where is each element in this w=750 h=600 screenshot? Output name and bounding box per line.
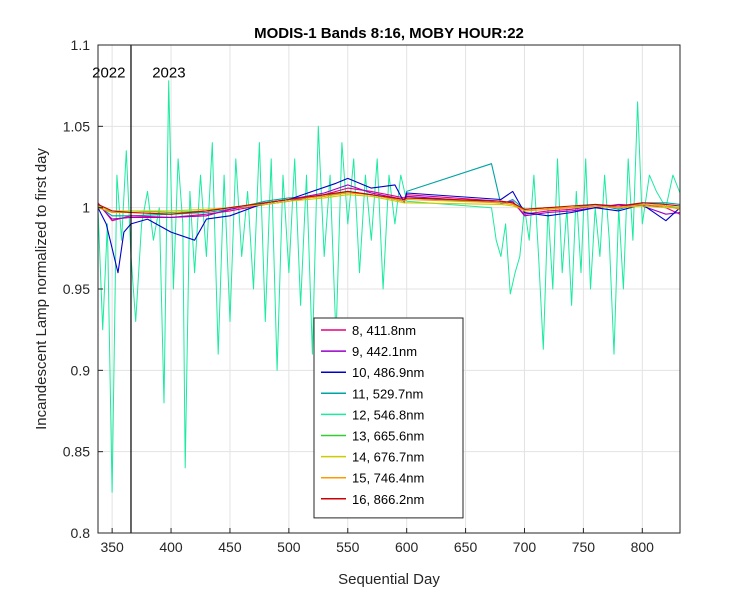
series-line-0 [97,187,681,222]
chart-title: MODIS-1 Bands 8:16, MOBY HOUR:22 [254,25,524,42]
legend-label: 12, 546.8nm [352,407,424,422]
x-tick-label: 450 [218,539,242,555]
legend-label: 9, 442.1nm [352,344,417,359]
x-tick-label: 400 [159,539,183,555]
series-line-4 [97,80,681,493]
x-tick-label: 700 [513,539,537,555]
x-tick-label: 350 [100,539,124,555]
legend-label: 15, 746.4nm [352,471,424,486]
x-tick-label: 500 [277,539,301,555]
y-tick-label: 0.85 [63,444,90,460]
legend-label: 13, 665.6nm [352,429,424,444]
legend-label: 8, 411.8nm [352,323,416,338]
x-tick-label: 650 [454,539,478,555]
series-lines [97,80,681,493]
series-line-2 [97,177,681,274]
y-axis-label: Incandescent Lamp normalized to first da… [33,148,50,430]
legend-label: 16, 866.2nm [352,492,424,507]
y-tick-label: 0.95 [63,281,90,297]
x-tick-label: 600 [395,539,419,555]
y-tick-label: 1 [82,200,90,216]
y-tick-label: 1.1 [71,37,91,53]
x-tick-label: 750 [572,539,596,555]
y-tick-label: 0.8 [71,525,91,541]
legend-label: 10, 486.9nm [352,365,424,380]
legend: 8, 411.8nm 9, 442.1nm 10, 486.9nm 11, 529.7… [313,317,464,519]
legend-label: 11, 529.7nm [352,386,423,401]
y-tick-label: 0.9 [71,362,91,378]
x-axis-label: Sequential Day [338,571,440,588]
x-tick-label: 550 [336,539,360,555]
annotation-2023: 2023 [152,65,185,82]
y-tick-label: 1.05 [63,118,90,134]
legend-label: 14, 676.7nm [352,450,424,465]
annotation-2022: 2022 [92,65,125,82]
series-line-8 [97,190,681,215]
x-tick-label: 800 [631,539,655,555]
axis-ticks: 350 400 450 500 550 600 650 700 750 800 0.8 0.85 0.9… [63,37,654,555]
